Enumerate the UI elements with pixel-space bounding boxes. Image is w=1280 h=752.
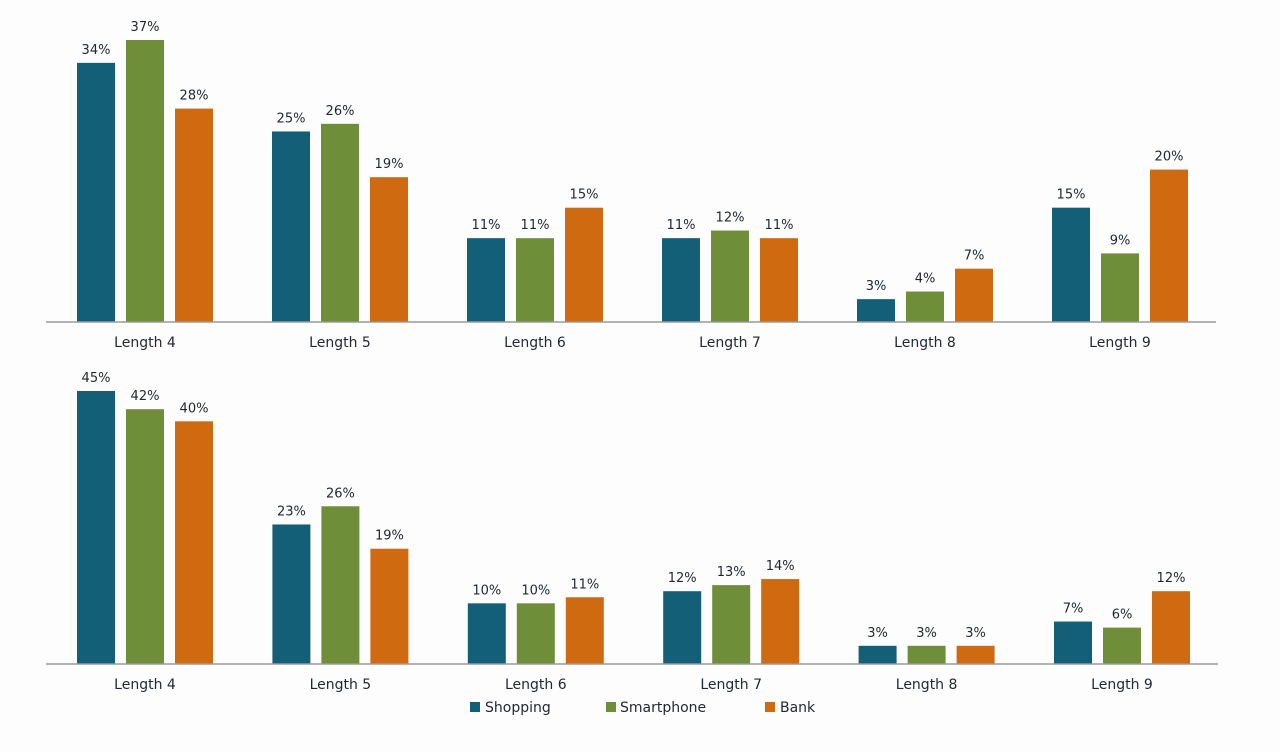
bar-shopping — [77, 62, 115, 322]
bar-smartphone — [321, 506, 360, 664]
legend: Shopping Smartphone Bank — [470, 700, 816, 716]
data-label-smartphone: 4% — [915, 272, 936, 287]
bar-shopping — [272, 524, 311, 664]
bar-shopping — [77, 391, 115, 664]
legend-swatch-shopping — [470, 702, 480, 712]
x-tick-label: Length 4 — [114, 335, 176, 351]
bar-bank — [370, 548, 409, 664]
bar-smartphone — [711, 230, 749, 322]
x-tick-label: Length 8 — [894, 335, 956, 351]
data-label-bank: 11% — [765, 218, 794, 233]
bar-smartphone — [907, 645, 946, 664]
bar-smartphone — [1103, 627, 1141, 664]
data-label-shopping: 7% — [1063, 602, 1084, 617]
data-label-shopping: 15% — [1057, 188, 1086, 203]
chart-panel-1: 34% 37% 28% Length 4 25% 26% 19% Length 5 11% 11%… — [46, 20, 1216, 351]
bar-bank — [565, 597, 604, 664]
x-tick-label: Length 9 — [1091, 677, 1153, 693]
x-tick-label: Length 8 — [896, 677, 958, 693]
data-label-shopping: 11% — [667, 218, 696, 233]
data-label-smartphone: 3% — [916, 626, 937, 641]
data-label-bank: 14% — [766, 559, 795, 574]
legend-label-shopping: Shopping — [485, 700, 551, 716]
bar-smartphone — [126, 40, 164, 322]
data-label-bank: 19% — [375, 529, 404, 544]
bar-shopping — [663, 591, 702, 664]
data-label-smartphone: 10% — [521, 583, 550, 598]
bar-bank — [955, 268, 993, 322]
x-tick-label: Length 6 — [504, 335, 566, 351]
legend-label-smartphone: Smartphone — [620, 700, 706, 716]
data-label-bank: 28% — [180, 89, 209, 104]
bar-bank — [370, 177, 408, 322]
data-label-shopping: 11% — [472, 218, 501, 233]
bar-shopping — [857, 299, 895, 322]
data-label-shopping: 23% — [277, 504, 306, 519]
bar-bank — [761, 579, 800, 664]
bar-shopping — [662, 238, 700, 322]
data-label-shopping: 10% — [472, 583, 501, 598]
chart-panel-2: 45% 42% 40% Length 4 23% 26% 19% Length 5 10% 10%… — [46, 371, 1218, 693]
data-label-bank: 12% — [1157, 571, 1186, 586]
x-tick-label: Length 6 — [505, 677, 567, 693]
bar-shopping — [858, 645, 897, 664]
data-label-shopping: 3% — [867, 626, 888, 641]
data-label-bank: 19% — [375, 157, 404, 172]
bar-shopping — [1054, 621, 1092, 664]
data-label-smartphone: 12% — [716, 211, 745, 226]
data-label-shopping: 45% — [82, 371, 111, 386]
bar-smartphone — [906, 291, 944, 322]
legend-swatch-smartphone — [606, 702, 616, 712]
bar-smartphone — [321, 123, 359, 323]
bar-smartphone — [126, 409, 164, 664]
data-label-smartphone: 6% — [1112, 608, 1133, 623]
data-label-smartphone: 11% — [521, 218, 550, 233]
bar-smartphone — [1101, 253, 1139, 322]
x-tick-label: Length 5 — [309, 335, 371, 351]
legend-label-bank: Bank — [780, 700, 816, 716]
bar-bank — [175, 421, 213, 664]
bar-smartphone — [516, 238, 554, 322]
x-tick-label: Length 9 — [1089, 335, 1151, 351]
x-tick-label: Length 5 — [310, 677, 372, 693]
bar-bank — [1150, 169, 1188, 322]
data-label-smartphone: 26% — [326, 486, 355, 501]
data-label-smartphone: 42% — [131, 389, 160, 404]
bar-bank — [760, 238, 798, 322]
bar-bank — [1152, 591, 1190, 664]
bar-bank — [956, 645, 995, 664]
bar-shopping — [467, 238, 505, 322]
data-label-bank: 7% — [964, 249, 985, 264]
bar-bank — [565, 207, 603, 322]
data-label-bank: 3% — [965, 626, 986, 641]
bar-shopping — [272, 131, 310, 322]
x-tick-label: Length 7 — [700, 677, 762, 693]
legend-swatch-bank — [765, 702, 775, 712]
data-label-shopping: 25% — [277, 111, 306, 126]
data-label-shopping: 3% — [866, 279, 887, 294]
data-label-smartphone: 13% — [717, 565, 746, 580]
bar-shopping — [467, 603, 506, 664]
x-tick-label: Length 7 — [699, 335, 761, 351]
data-label-bank: 11% — [570, 577, 599, 592]
data-label-shopping: 34% — [82, 43, 111, 58]
data-label-bank: 20% — [1155, 150, 1184, 165]
bar-bank — [175, 108, 213, 322]
x-tick-label: Length 4 — [114, 677, 176, 693]
data-label-bank: 40% — [180, 401, 209, 416]
bar-shopping — [1052, 207, 1090, 322]
data-label-smartphone: 26% — [326, 104, 355, 119]
data-label-bank: 15% — [570, 188, 599, 203]
bar-smartphone — [712, 585, 751, 664]
bar-smartphone — [516, 603, 555, 664]
data-label-smartphone: 37% — [131, 20, 160, 35]
data-label-shopping: 12% — [668, 571, 697, 586]
data-label-smartphone: 9% — [1110, 233, 1131, 248]
